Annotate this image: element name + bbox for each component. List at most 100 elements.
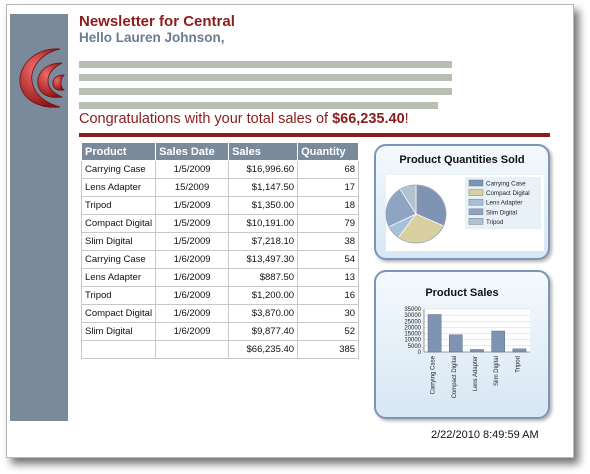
cell-date: 1/5/2009 bbox=[155, 160, 230, 179]
total-quantity: 385 bbox=[297, 340, 360, 359]
cell-sales: $1,147.50 bbox=[228, 178, 299, 197]
header-quantity: Quantity bbox=[297, 142, 360, 161]
y-tick-label: 30000 bbox=[404, 313, 421, 319]
table-row: Lens Adapter 1/6/2009 $887.50 13 bbox=[80, 268, 360, 287]
greeting: Hello Lauren Johnson, bbox=[79, 30, 225, 45]
table-row: Slim Digital 1/6/2009 $9,877.40 52 bbox=[80, 322, 360, 341]
congrats-text: Congratulations with your total sales of bbox=[79, 111, 333, 127]
cell-product: Compact Digital bbox=[80, 214, 157, 233]
y-tick-label: 25000 bbox=[404, 319, 421, 325]
header-product: Product bbox=[80, 142, 157, 161]
cell-quantity: 79 bbox=[297, 214, 360, 233]
cell-product: Slim Digital bbox=[80, 322, 157, 341]
cell-quantity: 13 bbox=[297, 268, 360, 287]
header-sales-date: Sales Date bbox=[155, 142, 230, 161]
cell-sales: $1,200.00 bbox=[228, 286, 299, 305]
x-tick-label: Slim Digital bbox=[494, 356, 500, 386]
bar-chart-title: Product Sales bbox=[425, 287, 499, 299]
legend-label: Slim Digital bbox=[486, 209, 517, 216]
y-tick-label: 5000 bbox=[408, 344, 422, 350]
legend-label: Carrying Case bbox=[486, 181, 526, 188]
bar bbox=[470, 349, 484, 353]
company-logo bbox=[19, 48, 65, 108]
cell-product: Compact Digital bbox=[80, 304, 157, 323]
legend-label: Compact Digital bbox=[486, 190, 530, 197]
cell-date: 1/6/2009 bbox=[155, 322, 230, 341]
cell-sales: $887.50 bbox=[228, 268, 299, 287]
legend-swatch bbox=[468, 179, 484, 187]
cell-date: 1/6/2009 bbox=[155, 268, 230, 287]
table-row: Slim Digital 1/5/2009 $7,218.10 38 bbox=[80, 232, 360, 251]
y-tick-label: 20000 bbox=[404, 325, 421, 331]
cell-product: Lens Adapter bbox=[80, 268, 157, 287]
header-sales: Sales bbox=[228, 142, 299, 161]
x-tick-label: Lens Adapter bbox=[473, 356, 479, 391]
cell-sales: $9,877.40 bbox=[228, 322, 299, 341]
placeholder-text-bar bbox=[79, 102, 438, 109]
cell-sales: $10,191.00 bbox=[228, 214, 299, 233]
cell-date: 15/2009 bbox=[155, 178, 230, 197]
report-timestamp: 2/22/2010 8:49:59 AM bbox=[431, 429, 539, 441]
bar bbox=[427, 314, 442, 353]
pie-chart-title: Product Quantities Sold bbox=[399, 154, 525, 166]
sales-table: Product Sales Date Sales Quantity Carryi… bbox=[80, 142, 360, 359]
legend-swatch bbox=[468, 218, 484, 225]
table-header-row: Product Sales Date Sales Quantity bbox=[80, 142, 360, 161]
newsletter-title: Newsletter for Central bbox=[79, 13, 235, 30]
total-sales: $66,235.40 bbox=[228, 340, 299, 359]
cell-date: 1/6/2009 bbox=[155, 304, 230, 323]
congrats-end: ! bbox=[404, 111, 409, 127]
cell-quantity: 54 bbox=[297, 250, 360, 269]
y-tick-label: 15000 bbox=[404, 332, 421, 338]
y-tick-label: 0 bbox=[418, 350, 422, 356]
cell-product: Carrying Case bbox=[80, 250, 157, 269]
x-tick-label: Carrying Case bbox=[431, 355, 437, 394]
y-tick-label: 35000 bbox=[404, 307, 421, 313]
table-row: Compact Digital 1/5/2009 $10,191.00 79 bbox=[80, 214, 360, 233]
placeholder-text-bar bbox=[79, 88, 452, 95]
cell-date: 1/6/2009 bbox=[155, 250, 230, 269]
x-tick-label: Compact Digital bbox=[452, 356, 458, 398]
congratulations-message: Congratulations with your total sales of… bbox=[79, 111, 409, 127]
bar-plot-area bbox=[424, 309, 530, 352]
legend-swatch bbox=[468, 198, 484, 206]
table-totals-row: $66,235.40 385 bbox=[80, 340, 360, 359]
cell-product: Tripod bbox=[80, 196, 157, 215]
cell-product: Carrying Case bbox=[80, 160, 157, 179]
cell-date: 1/6/2009 bbox=[155, 286, 230, 305]
table-row: Carrying Case 1/6/2009 $13,497.30 54 bbox=[80, 250, 360, 269]
table-row: Tripod 1/6/2009 $1,200.00 16 bbox=[80, 286, 360, 305]
pie-chart: Carrying Case Compact Digital Lens Adapter… bbox=[385, 175, 544, 251]
cell-sales: $16,996.60 bbox=[228, 160, 299, 179]
bar bbox=[448, 334, 463, 353]
cell-sales: $13,497.30 bbox=[228, 250, 299, 269]
legend-label: Lens Adapter bbox=[486, 200, 522, 207]
y-tick-label: 10000 bbox=[404, 338, 421, 344]
cell-quantity: 52 bbox=[297, 322, 360, 341]
cell-sales: $3,870.00 bbox=[228, 304, 299, 323]
cell-quantity: 30 bbox=[297, 304, 360, 323]
cell-quantity: 18 bbox=[297, 196, 360, 215]
divider-line bbox=[79, 133, 550, 137]
cell-quantity: 38 bbox=[297, 232, 360, 251]
placeholder-text-bar bbox=[79, 61, 452, 68]
total-product bbox=[80, 340, 157, 359]
total-sales-amount: $66,235.40 bbox=[332, 111, 405, 127]
table-row: Carrying Case 1/5/2009 $16,996.60 68 bbox=[80, 160, 360, 179]
legend-label: Tripod bbox=[486, 219, 504, 226]
pie-outline bbox=[385, 184, 447, 244]
table-row: Lens Adapter 15/2009 $1,147.50 17 bbox=[80, 178, 360, 197]
cell-product: Tripod bbox=[80, 286, 157, 305]
cell-date: 1/5/2009 bbox=[155, 196, 230, 215]
cell-sales: $1,350.00 bbox=[228, 196, 299, 215]
quantities-chart-panel: Product Quantities Sold Carrying Case Com… bbox=[374, 144, 550, 260]
placeholder-text-bar bbox=[79, 74, 452, 81]
cell-sales: $7,218.10 bbox=[228, 232, 299, 251]
table-row: Tripod 1/5/2009 $1,350.00 18 bbox=[80, 196, 360, 215]
cell-quantity: 16 bbox=[297, 286, 360, 305]
x-tick-label: Tripod bbox=[515, 356, 521, 373]
cell-quantity: 17 bbox=[297, 178, 360, 197]
bar bbox=[491, 330, 506, 353]
cell-date: 1/5/2009 bbox=[155, 214, 230, 233]
